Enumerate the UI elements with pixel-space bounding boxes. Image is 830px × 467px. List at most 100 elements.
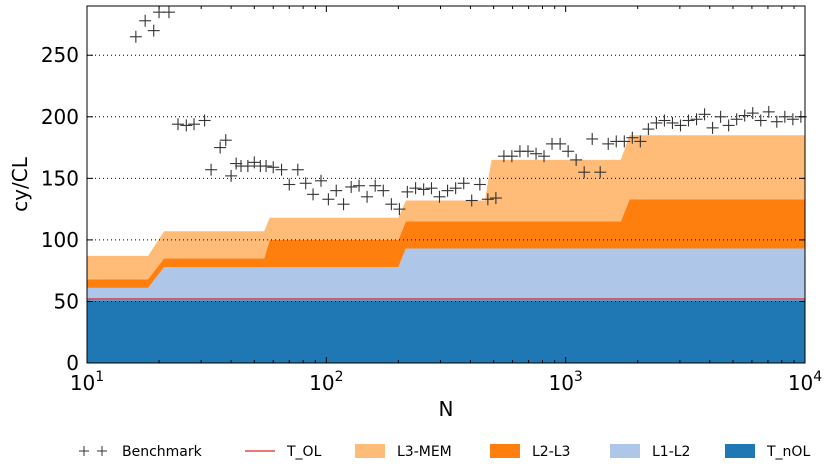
benchmark-point [433, 190, 446, 203]
area-l1-l2 [87, 248, 805, 301]
benchmark-point [586, 132, 599, 145]
benchmark-point [674, 119, 687, 132]
stacked-area-layers [87, 135, 805, 363]
legend-item-benchmark: Benchmark [79, 444, 203, 460]
benchmark-point [530, 147, 543, 160]
benchmark-point [738, 109, 751, 122]
benchmark-point [353, 179, 366, 192]
benchmark-point [283, 178, 296, 191]
benchmark-point [369, 179, 382, 192]
benchmark-point [521, 145, 534, 158]
benchmark-point [248, 156, 261, 169]
benchmark-point [730, 113, 743, 126]
benchmark-point [409, 182, 422, 195]
benchmark-point [291, 163, 304, 176]
area-l2-l3 [87, 199, 805, 288]
benchmark-point [345, 180, 358, 193]
legend-label: Benchmark [122, 444, 203, 460]
benchmark-point [337, 198, 350, 211]
benchmark-point [658, 114, 671, 127]
benchmark-point [634, 135, 647, 148]
benchmark-point [417, 183, 430, 196]
benchmark-point [330, 184, 343, 197]
y-tick-label: 0 [66, 351, 79, 375]
benchmark-point [770, 115, 783, 128]
y-tick-label: 200 [41, 105, 79, 129]
benchmark-point [315, 174, 328, 187]
benchmark-point [139, 14, 152, 27]
y-tick-label: 150 [41, 166, 79, 190]
area-l3-mem [87, 135, 805, 280]
benchmark-point [147, 24, 160, 37]
x-tick-label: 104 [788, 369, 822, 395]
benchmark-point [618, 135, 631, 148]
benchmark-point [230, 157, 243, 170]
benchmark-point [762, 105, 775, 118]
benchmark-point [129, 30, 142, 43]
benchmark-point [393, 203, 406, 216]
y-tick-label: 250 [41, 43, 79, 67]
benchmark-point [361, 190, 374, 203]
benchmark-point [267, 161, 280, 174]
benchmark-point [205, 163, 218, 176]
benchmark-point [214, 141, 227, 154]
x-tick-label: 102 [309, 369, 343, 395]
benchmark-point [299, 177, 312, 190]
benchmark-point [538, 150, 551, 163]
legend-item-t-nol: T_nOL [725, 444, 810, 460]
benchmark-point [714, 110, 727, 123]
benchmark-point [322, 193, 335, 206]
x-tick-label: 103 [548, 369, 582, 395]
axis-ticks: 0 50 100 150 200 250 101 102 103 104 [41, 6, 822, 395]
benchmark-point [642, 123, 655, 136]
benchmark-point [682, 114, 695, 127]
benchmark-point [275, 163, 288, 176]
benchmark-point [626, 131, 639, 144]
benchmark-point [578, 166, 591, 179]
benchmark-point [171, 118, 184, 131]
benchmark-point [241, 160, 254, 173]
legend-item-t-ol: T_OL [245, 444, 322, 460]
x-axis-label: N [439, 397, 454, 421]
benchmark-point [219, 134, 232, 147]
y-axis-label: cy/CL [8, 156, 32, 212]
benchmark-points [129, 6, 807, 216]
benchmark-point [562, 145, 575, 158]
benchmark-point [401, 185, 414, 198]
benchmark-point [754, 114, 767, 127]
legend-item-l1-l2: L1-L2 [610, 444, 690, 460]
benchmark-point [225, 169, 238, 182]
benchmark-point [180, 119, 193, 132]
benchmark-point [570, 153, 583, 166]
benchmark-point [505, 150, 518, 163]
benchmark-point [594, 166, 607, 179]
legend-item-l2-l3: L2-L3 [490, 444, 570, 460]
benchmark-point [457, 177, 470, 190]
legend: Benchmark T_OL L3-MEM L2-L3 L1-L2 T_nOL [79, 444, 810, 460]
benchmark-point [307, 188, 320, 201]
benchmark-point [425, 182, 438, 195]
benchmark-point [690, 113, 703, 126]
benchmark-point [377, 184, 390, 197]
benchmark-point [698, 108, 711, 121]
legend-label: L3-MEM [397, 444, 452, 460]
legend-item-l3-mem: L3-MEM [355, 444, 452, 460]
legend-label: L1-L2 [652, 444, 690, 460]
x-tick-label: 101 [70, 369, 104, 395]
benchmark-point [722, 119, 735, 132]
benchmark-point [554, 137, 567, 150]
benchmark-point [489, 192, 502, 205]
y-tick-label: 100 [41, 228, 79, 252]
area-t-nol [87, 300, 805, 363]
benchmark-point [602, 137, 615, 150]
benchmark-point [666, 116, 679, 129]
benchmark-point [706, 121, 719, 134]
benchmark-point [260, 160, 273, 173]
benchmark-point [449, 182, 462, 195]
benchmark-point [481, 193, 494, 206]
benchmark-point [198, 114, 211, 127]
benchmark-point [778, 110, 791, 123]
benchmark-point [650, 116, 663, 129]
legend-label: T_OL [286, 444, 322, 460]
